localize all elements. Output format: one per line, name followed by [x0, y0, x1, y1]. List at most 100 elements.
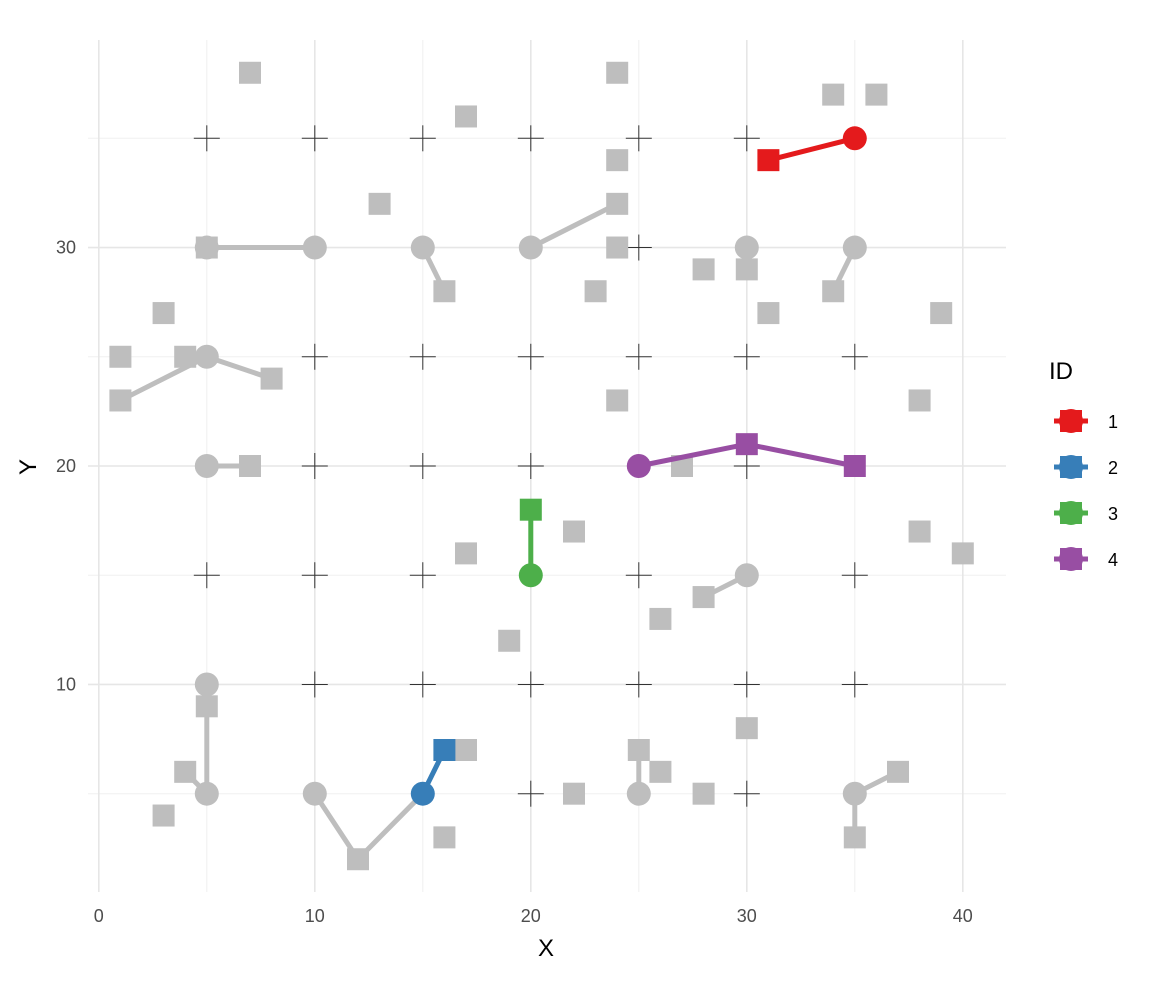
series-square-point: [757, 149, 780, 172]
background-circle-point: [410, 235, 435, 260]
background-square-point: [887, 760, 909, 783]
background-square-point: [822, 83, 845, 106]
cross-marker: [733, 343, 760, 370]
background-square-point: [239, 61, 261, 84]
background-square-point: [843, 826, 866, 849]
cross-marker: [409, 671, 436, 698]
y-tick-label: 20: [56, 456, 76, 476]
background-square-point: [822, 280, 845, 303]
background-circle-point: [302, 235, 327, 260]
background-square-point: [908, 520, 931, 543]
background-square-point: [735, 258, 758, 281]
background-square-point: [368, 192, 391, 215]
series-1: [757, 126, 867, 172]
cross-marker: [301, 671, 328, 698]
cross-marker: [625, 562, 652, 589]
background-square-point: [606, 236, 629, 259]
background-square-point: [433, 280, 456, 303]
background-square-point: [692, 258, 715, 281]
series-2: [410, 739, 456, 806]
background-square-point: [260, 367, 283, 390]
background-circle-point: [194, 781, 219, 806]
cross-marker: [193, 562, 220, 589]
y-axis-title: Y: [15, 459, 42, 475]
background-square-point: [174, 760, 197, 783]
legend-label: 3: [1108, 504, 1118, 524]
background-path: [529, 201, 619, 250]
x-tick-label: 40: [953, 906, 973, 926]
series-4: [626, 433, 866, 478]
cross-marker: [841, 562, 868, 589]
background-square-point: [195, 695, 218, 718]
background-circle-point: [194, 235, 219, 260]
cross-marker: [301, 125, 328, 152]
background-square-point: [865, 83, 888, 106]
x-tick-label: 20: [521, 906, 541, 926]
background-square-point: [692, 586, 715, 609]
legend-key-4: [1054, 547, 1088, 571]
cross-marker: [409, 343, 436, 370]
y-tick-label: 30: [56, 238, 76, 258]
background-square-point: [606, 192, 629, 215]
background-square-point: [239, 455, 261, 477]
series-square-point: [433, 739, 456, 761]
series-circle-point: [842, 126, 867, 151]
legend-key-1: [1054, 409, 1088, 433]
series-path: [767, 135, 856, 163]
background-circle-point: [194, 344, 219, 369]
background-square-point: [152, 302, 175, 325]
series-3: [518, 498, 543, 588]
cross-marker: [517, 671, 544, 698]
cross-marker: [733, 453, 760, 479]
background-square-point: [433, 826, 456, 849]
legend-label: 1: [1108, 412, 1118, 432]
cross-marker: [193, 125, 220, 152]
legend-title: ID: [1049, 358, 1073, 385]
cross-marker: [625, 671, 652, 698]
cross-marker: [841, 671, 868, 698]
background-square-point: [951, 542, 974, 565]
series-circle-point: [518, 563, 543, 588]
legend: ID 1 2 3 4: [1049, 358, 1118, 571]
background-square-point: [347, 848, 369, 871]
cross-marker: [301, 453, 328, 479]
cross-marker: [517, 343, 544, 370]
cross-marker: [517, 453, 544, 479]
background-circle-point: [734, 235, 759, 260]
series-square-point: [519, 498, 542, 521]
background-square-point: [563, 782, 585, 805]
cross-marker: [625, 234, 652, 261]
background-square-point: [757, 302, 780, 325]
cross-marker: [301, 562, 328, 589]
background-circle-point: [302, 781, 327, 806]
x-tick-label: 0: [94, 906, 104, 926]
background-square-point: [109, 389, 132, 412]
cross-marker: [733, 125, 760, 152]
background-circle-point: [518, 235, 543, 260]
background-square-point: [627, 739, 650, 761]
background-square-point: [692, 782, 715, 805]
cross-marker: [625, 343, 652, 370]
x-tick-label: 10: [305, 906, 325, 926]
legend-key-2: [1054, 455, 1088, 479]
background-circle-point: [842, 235, 867, 260]
background-square-point: [606, 149, 629, 172]
background-square-point: [649, 607, 672, 630]
background-square-point: [563, 520, 585, 543]
background-series: [109, 61, 974, 871]
background-square-point: [109, 345, 132, 368]
series-square-point: [843, 455, 866, 477]
background-circle-point: [194, 672, 219, 697]
cross-marker: [733, 780, 760, 807]
background-circle-point: [734, 563, 759, 588]
cross-marker: [409, 562, 436, 589]
legend-label: 4: [1108, 550, 1118, 570]
x-tick-label: 30: [737, 906, 757, 926]
background-square-point: [455, 739, 477, 761]
cross-marker: [733, 671, 760, 698]
background-circle-point: [194, 454, 219, 478]
cross-marker: [841, 343, 868, 370]
cross-marker: [409, 125, 436, 152]
background-square-point: [930, 302, 953, 325]
